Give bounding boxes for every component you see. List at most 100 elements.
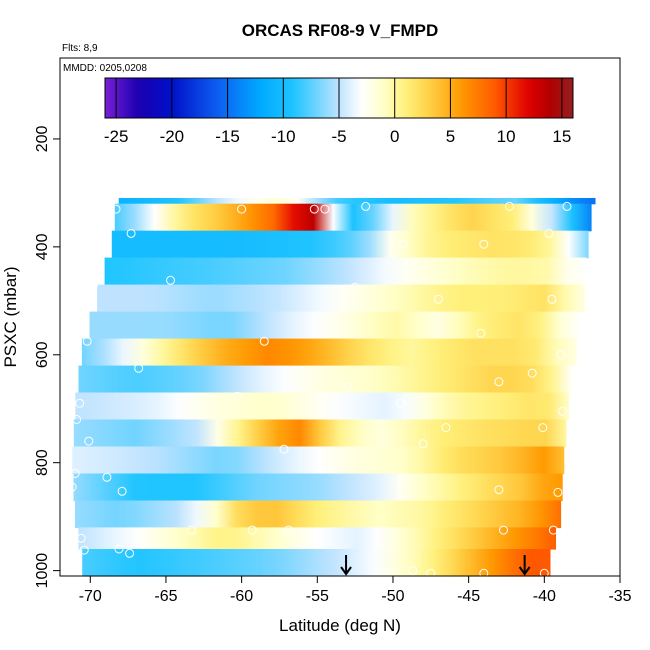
heatmap-band [73,419,567,448]
sample-marker [84,436,94,446]
sample-marker [556,350,566,360]
x-tick-label: -60 [230,588,253,605]
y-tick-label: 400 [34,233,51,260]
x-tick-label: -65 [154,588,177,605]
sample-marker [558,406,567,416]
sample-marker [397,474,407,484]
sample-marker [547,294,557,304]
sample-marker [232,391,242,401]
sample-marker [247,525,257,535]
sample-marker [527,368,537,378]
sample-marker [603,129,613,138]
sample-marker [187,525,197,535]
sample-marker [114,544,124,554]
sample-marker [111,204,121,214]
y-tick-label: 1000 [34,553,51,589]
colorbar: -25 -20 -15 -10 -5 0 5 10 15 [104,77,574,146]
sample-marker [408,566,418,576]
heatmap-band [75,392,569,421]
sample-marker [611,129,620,138]
heatmap-layer [72,198,596,577]
sample-marker [479,239,489,249]
colorbar-tick-label: 10 [497,127,516,146]
sample-marker [191,129,201,138]
sample-marker [562,201,572,211]
arrow-head [518,566,531,576]
y-tick-label: 600 [34,341,51,368]
sample-marker [553,487,563,497]
sample-marker [562,137,572,147]
sample-marker [494,485,504,495]
sample-marker [126,228,136,238]
sample-marker [70,469,80,478]
sample-marker [82,336,92,346]
heatmap-band [111,230,589,259]
marker-layer [67,128,620,578]
sample-marker [309,204,319,214]
heatmap-band [75,500,562,529]
x-tick-label: -55 [306,588,329,605]
sample-marker [433,294,443,304]
colorbar-tick-label: -15 [215,127,240,146]
colorbar-tick-label: -20 [160,127,185,146]
heatmap-band [97,284,586,313]
sample-marker [284,525,293,535]
sample-marker [259,336,269,346]
sample-marker [75,398,85,408]
y-axis: 200 400 600 800 1000 [34,125,60,588]
sample-marker [237,204,247,214]
heatmap-band [104,257,587,286]
sample-marker [88,280,98,290]
sample-marker [72,415,82,424]
x-tick-label: -70 [79,588,102,605]
sample-marker [102,472,112,482]
x-axis: -70 -65 -60 -55 -50 -45 -40 -35 [79,576,632,605]
sample-marker [591,129,601,138]
sample-marker [125,548,135,558]
sample-marker [285,128,295,137]
heatmap-band [72,446,565,475]
y-axis-label: PSXC (mbar) [1,266,20,367]
sample-marker [505,201,514,211]
sample-marker [76,533,86,543]
sample-marker [353,129,363,138]
sample-marker [116,129,125,138]
heatmap-band [114,203,592,232]
colorbar-tick-label: 5 [446,127,455,146]
sample-marker [237,183,247,192]
colorbar-tick-label: 15 [552,127,571,146]
x-tick-label: -50 [381,588,404,605]
colorbar-tick-label: -10 [271,127,296,146]
sample-marker [418,439,428,449]
x-tick-label: -45 [457,588,480,605]
x-tick-label: -35 [608,588,631,605]
heatmap-band [78,365,573,394]
sample-marker [361,201,371,211]
sample-marker [538,423,548,433]
heatmap-band [89,311,582,340]
sample-marker [279,444,289,454]
plot-frame [59,57,621,577]
sample-marker [166,275,175,285]
sample-marker [252,128,262,137]
sample-marker [426,568,436,578]
colorbar-tick-label: 0 [390,127,399,146]
heatmap-band [82,549,551,577]
sample-marker [479,568,489,578]
colorbar-tick-label: -5 [331,127,346,146]
sample-marker [116,179,125,189]
arrow-head [340,566,352,576]
sample-marker [499,525,508,535]
sample-marker [403,129,413,138]
flights-note: Flts: 8,9 [62,43,98,54]
sample-marker [320,204,330,214]
sample-marker [494,377,504,387]
colorbar-tick-label: -25 [104,127,129,146]
y-tick-label: 200 [34,125,51,152]
chart-title: ORCAS RF08-9 V_FMPD [242,21,438,40]
y-tick-label: 800 [34,449,51,476]
sample-marker [396,398,405,408]
sample-marker [134,363,144,373]
sample-marker [476,328,486,338]
